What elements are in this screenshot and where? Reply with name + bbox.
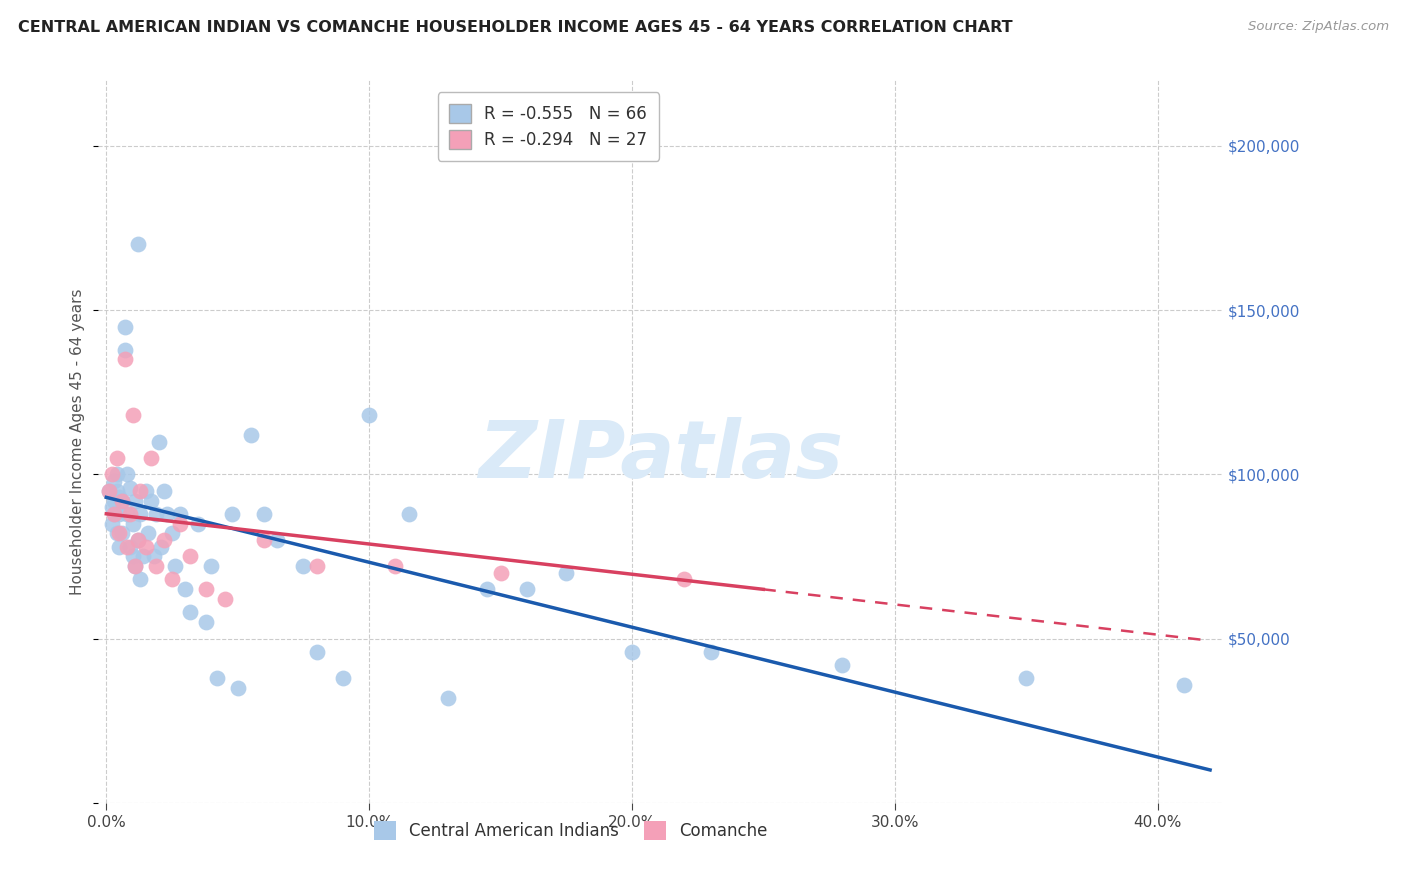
Point [305,645,328,659]
Point [214,592,236,607]
Point [437,690,460,705]
Point [121,516,143,531]
Point [114,352,136,367]
Point [132,549,155,564]
Point [477,582,499,597]
Point [1015,671,1038,685]
Text: ZIPatlas: ZIPatlas [478,417,844,495]
Point [160,526,183,541]
Point [105,467,128,482]
Point [100,500,122,515]
Point [163,559,186,574]
Point [117,467,139,482]
Point [111,526,134,541]
Point [97,483,120,498]
Point [121,549,143,564]
Point [105,483,128,498]
Point [292,559,315,574]
Point [359,409,381,423]
Point [139,450,162,465]
Point [253,507,276,521]
Text: CENTRAL AMERICAN INDIAN VS COMANCHE HOUSEHOLDER INCOME AGES 45 - 64 YEARS CORREL: CENTRAL AMERICAN INDIAN VS COMANCHE HOUS… [18,20,1012,35]
Point [124,559,146,574]
Point [169,507,191,521]
Point [156,507,179,521]
Point [221,507,243,521]
Point [105,450,128,465]
Point [160,573,183,587]
Point [118,481,141,495]
Point [150,540,173,554]
Point [129,573,152,587]
Point [179,605,201,619]
Point [516,582,538,597]
Point [108,491,131,505]
Point [187,516,209,531]
Point [139,493,162,508]
Point [700,645,723,659]
Point [195,582,218,597]
Point [111,493,134,508]
Point [142,549,165,564]
Point [831,657,853,672]
Point [111,493,134,508]
Point [332,671,354,685]
Point [118,507,141,521]
Point [174,582,197,597]
Point [100,467,122,482]
Text: Source: ZipAtlas.com: Source: ZipAtlas.com [1249,20,1389,33]
Point [118,540,141,554]
Point [153,533,176,547]
Point [117,540,139,554]
Point [97,483,120,498]
Point [253,533,276,547]
Point [384,559,406,574]
Point [555,566,578,580]
Point [117,507,139,521]
Point [135,483,157,498]
Point [195,615,218,630]
Point [108,507,131,521]
Point [105,526,128,541]
Point [127,533,149,547]
Point [145,559,167,574]
Point [138,526,160,541]
Point [103,474,125,488]
Y-axis label: Householder Income Ages 45 - 64 years: Householder Income Ages 45 - 64 years [70,288,86,595]
Point [114,343,136,357]
Point [145,507,167,521]
Point [129,507,152,521]
Point [103,507,125,521]
Point [153,483,176,498]
Point [489,566,512,580]
Point [124,559,146,574]
Point [100,516,122,531]
Point [127,533,149,547]
Point [673,573,696,587]
Point [179,549,201,564]
Point [205,671,228,685]
Point [103,507,125,521]
Point [620,645,643,659]
Point [148,434,170,449]
Point [108,526,131,541]
Point [169,516,191,531]
Point [239,428,262,442]
Point [135,540,157,554]
Point [129,483,152,498]
Point [127,237,149,252]
Point [114,319,136,334]
Point [226,681,249,695]
Point [1173,677,1195,691]
Point [266,533,288,547]
Legend: Central American Indians, Comanche: Central American Indians, Comanche [366,813,776,848]
Point [108,540,131,554]
Point [305,559,328,574]
Point [121,409,143,423]
Point [124,493,146,508]
Point [398,507,420,521]
Point [103,493,125,508]
Point [200,559,222,574]
